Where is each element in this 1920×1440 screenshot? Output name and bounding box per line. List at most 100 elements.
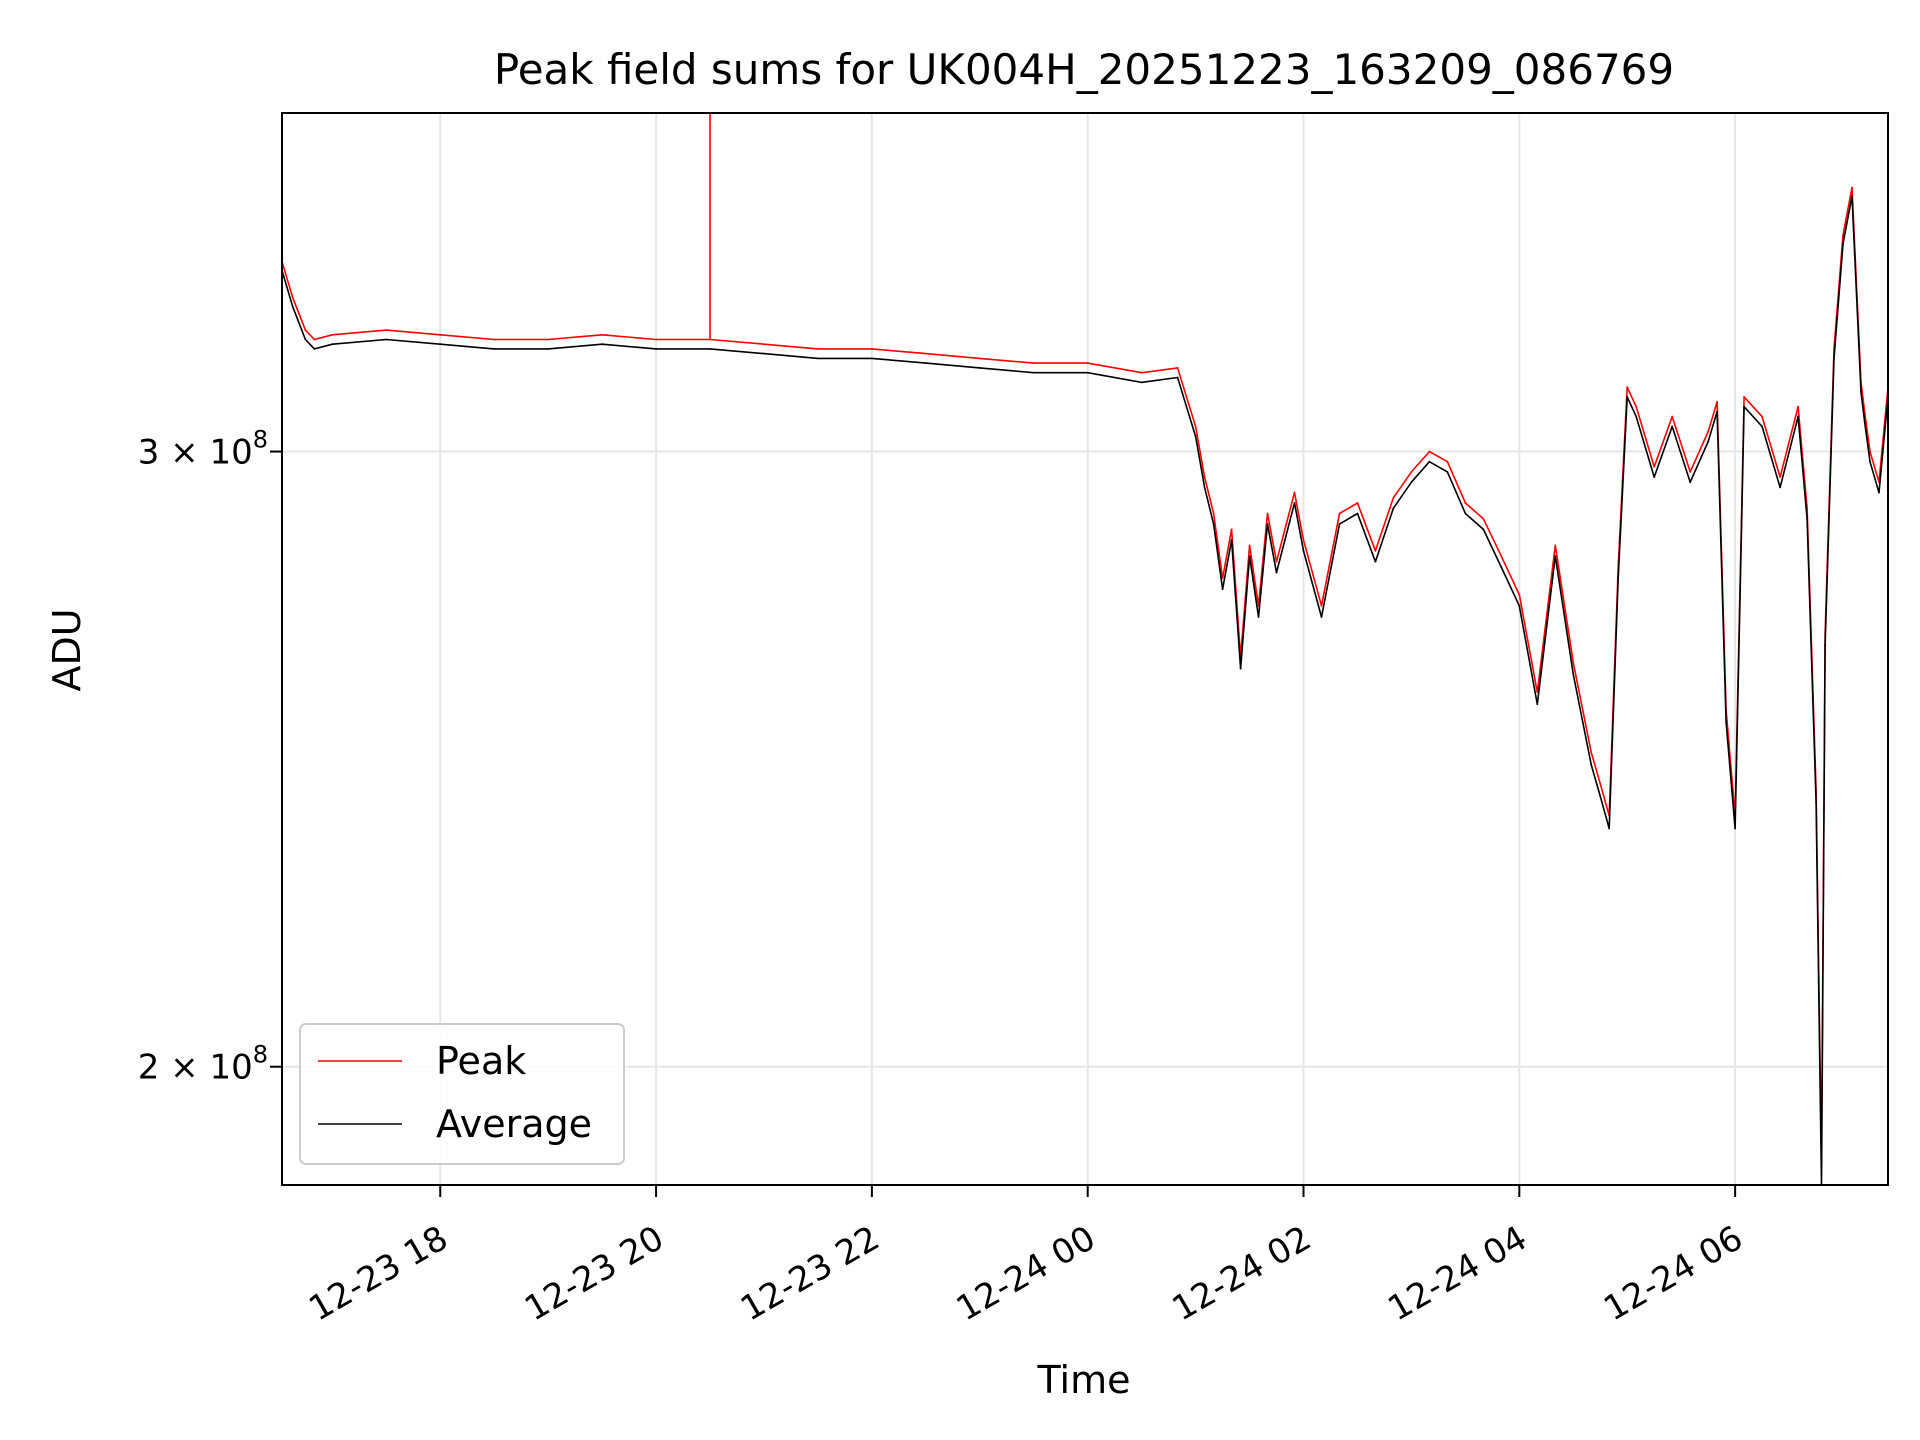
legend-label-peak: Peak xyxy=(436,1039,526,1083)
data-point-peak xyxy=(1356,502,1359,504)
grid xyxy=(282,113,1888,1185)
data-point-average xyxy=(1635,415,1638,418)
data-point-average xyxy=(1590,764,1593,766)
data-point-peak xyxy=(1221,577,1224,579)
data-point-peak xyxy=(331,333,334,336)
data-point-average xyxy=(1239,667,1242,670)
data-point-average xyxy=(1536,703,1539,705)
data-point-average xyxy=(1230,539,1233,541)
data-point-average xyxy=(1707,440,1710,443)
data-point-peak xyxy=(601,333,604,336)
data-point-peak xyxy=(547,338,550,341)
data-point-average xyxy=(1032,371,1035,374)
data-point-peak xyxy=(978,357,981,360)
data-point-average xyxy=(1176,376,1179,379)
data-point-peak xyxy=(1599,782,1602,785)
data-point-average xyxy=(1734,827,1737,830)
data-point-average xyxy=(1842,243,1844,245)
data-point-peak xyxy=(1635,405,1638,408)
data-point-average xyxy=(493,347,496,350)
data-point-average xyxy=(1626,396,1629,398)
data-point-average xyxy=(1248,555,1251,558)
data-point-peak xyxy=(1086,362,1089,365)
data-point-average xyxy=(1689,481,1692,484)
data-point-peak xyxy=(1248,544,1251,547)
data-point-average xyxy=(439,343,442,346)
data-point-average xyxy=(1338,523,1341,525)
data-point-average xyxy=(291,306,294,308)
data-point-average xyxy=(1203,486,1206,489)
data-point-average xyxy=(1743,405,1746,408)
data-point-average xyxy=(1086,371,1089,374)
data-point-average xyxy=(1554,555,1557,558)
data-point-average xyxy=(1725,721,1728,724)
data-point-average xyxy=(1869,460,1871,463)
data-point-average xyxy=(1815,801,1817,804)
data-point-peak xyxy=(1428,450,1431,453)
data-point-peak xyxy=(1500,555,1503,558)
data-point-peak xyxy=(1590,751,1593,754)
data-point-peak xyxy=(1761,415,1764,418)
data-point-average xyxy=(331,343,334,346)
data-point-average xyxy=(1833,357,1835,360)
data-point-average xyxy=(1806,517,1808,520)
data-point-peak xyxy=(1464,502,1467,504)
data-point-average xyxy=(1599,795,1602,798)
data-point-peak xyxy=(1671,415,1674,418)
data-point-peak xyxy=(1779,476,1781,478)
data-point-peak xyxy=(1572,661,1575,664)
data-point-average xyxy=(1716,410,1719,413)
data-point-average xyxy=(924,362,927,365)
data-point-average xyxy=(1221,588,1224,590)
data-point-average xyxy=(1320,616,1323,618)
data-point-peak xyxy=(1302,539,1305,541)
data-point-peak xyxy=(1851,186,1853,189)
data-point-peak xyxy=(385,329,388,332)
legend: Peak Average xyxy=(299,1023,625,1165)
data-point-peak xyxy=(1536,691,1539,694)
data-point-average xyxy=(1374,560,1377,563)
data-point-average xyxy=(547,347,550,350)
data-point-average xyxy=(763,352,765,355)
data-point-peak xyxy=(1653,465,1656,468)
data-point-average xyxy=(1275,571,1278,574)
data-point-average xyxy=(1608,827,1611,830)
data-point-average xyxy=(601,343,604,346)
data-point-average xyxy=(870,357,873,360)
data-point-average xyxy=(1257,616,1260,618)
data-point-average xyxy=(385,338,388,341)
data-point-average xyxy=(1518,604,1521,607)
data-point-average xyxy=(1824,644,1826,647)
data-point-average xyxy=(1410,481,1413,484)
data-point-peak xyxy=(924,352,927,355)
data-point-peak xyxy=(1338,512,1341,515)
data-point-peak xyxy=(1716,400,1719,403)
data-point-average xyxy=(1572,673,1575,676)
data-point-average xyxy=(817,357,819,360)
data-point-peak xyxy=(1275,560,1278,563)
data-point-average xyxy=(1212,523,1215,525)
data-point-average xyxy=(1653,476,1656,478)
data-point-average xyxy=(1293,502,1296,504)
data-point-average xyxy=(1863,420,1866,423)
data-point-peak xyxy=(1869,450,1871,453)
data-point-average xyxy=(1266,523,1269,525)
data-point-peak xyxy=(1743,396,1746,398)
data-point-average xyxy=(1860,391,1862,393)
data-point-peak xyxy=(1707,430,1710,433)
data-point-average xyxy=(1671,425,1674,428)
data-point-peak xyxy=(313,338,316,341)
data-point-average xyxy=(1617,577,1620,579)
y-tick-label: 3 × 108 xyxy=(138,426,268,473)
data-point-peak xyxy=(817,347,819,350)
y-tick-label: 2 × 108 xyxy=(138,1041,268,1088)
data-point-peak xyxy=(1626,386,1629,389)
y-axis-label: ADU xyxy=(45,608,89,691)
data-point-peak xyxy=(1482,517,1485,520)
y-axis: 2 × 108 3 × 108 xyxy=(138,426,282,1088)
data-point-average xyxy=(1761,425,1764,428)
data-point-average xyxy=(1302,549,1305,552)
legend-label-average: Average xyxy=(436,1102,592,1146)
